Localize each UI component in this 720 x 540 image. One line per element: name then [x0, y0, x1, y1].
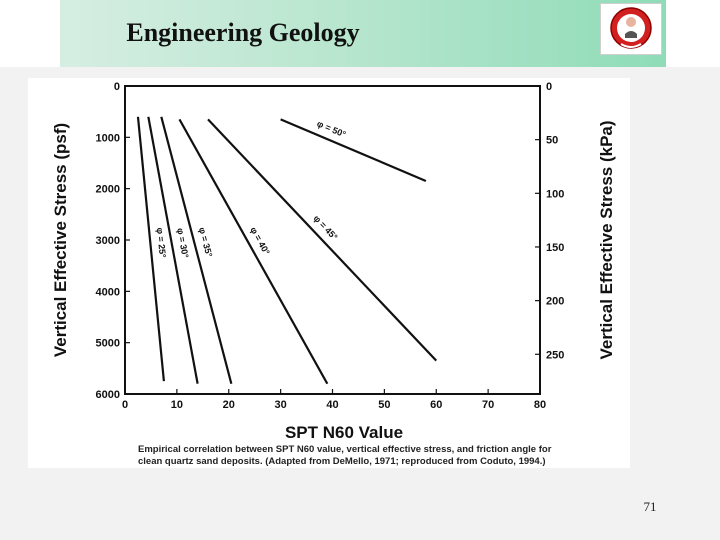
figure-caption-line2: clean quartz sand deposits. (Adapted fro… — [138, 456, 546, 467]
x-tick-label: 60 — [430, 399, 442, 411]
phi-line-2 — [147, 116, 199, 384]
y-axis-title-right: Vertical Effective Stress (kPa) — [597, 120, 616, 359]
x-tick-label: 50 — [378, 399, 390, 411]
phi-label-group: φ = 25° — [155, 227, 168, 259]
x-tick-label: 10 — [171, 399, 183, 411]
phi-label-group: φ = 40° — [248, 225, 272, 257]
x-tick-label: 20 — [223, 399, 235, 411]
x-tick-label: 80 — [534, 399, 546, 411]
y-right-tick-label: 200 — [546, 296, 564, 308]
y-axis-title-left: Vertical Effective Stress (psf) — [51, 123, 70, 357]
y-right-tick-label: 150 — [546, 242, 564, 254]
y-right-tick-label: 250 — [546, 349, 564, 361]
x-tick-label: 30 — [275, 399, 287, 411]
y-left-tick-label: 1000 — [96, 132, 120, 144]
friction-angle-chart: Vertical Effective Stress (psf) Vertical… — [51, 81, 616, 467]
phi-line-3 — [160, 116, 233, 385]
slide-header — [60, 0, 666, 67]
y-right-tick-label: 50 — [546, 135, 558, 147]
y-right-tick-label: 0 — [546, 81, 552, 93]
phi-label-5: φ = 45° — [312, 213, 340, 242]
university-seal-icon — [600, 3, 662, 55]
phi-line-4 — [178, 118, 329, 385]
phi-label-2: φ = 30° — [175, 227, 190, 259]
phi-label-group: φ = 45° — [312, 213, 340, 242]
figure-panel: Vertical Effective Stress (psf) Vertical… — [28, 78, 630, 468]
y-left-tick-label: 2000 — [96, 184, 120, 196]
slide-title: Engineering Geology — [126, 18, 360, 47]
x-axis-title: SPT N60 Value — [285, 423, 403, 442]
y-left-tick-label: 6000 — [96, 389, 120, 401]
y-left-tick-label: 4000 — [96, 286, 120, 298]
phi-label-group: φ = 35° — [197, 226, 214, 258]
y-left-tick-label: 5000 — [96, 338, 120, 350]
figure-caption-line1: Empirical correlation between SPT N60 va… — [138, 444, 552, 455]
y-left-tick-label: 0 — [114, 81, 120, 93]
x-tick-label: 0 — [122, 399, 128, 411]
x-tick-label: 70 — [482, 399, 494, 411]
phi-line-5 — [207, 118, 438, 362]
y-left-tick-label: 3000 — [96, 235, 120, 247]
phi-line-6 — [280, 118, 427, 182]
y-right-tick-label: 100 — [546, 188, 564, 200]
phi-line-1 — [136, 116, 166, 382]
phi-label-group: φ = 30° — [175, 227, 190, 259]
phi-label-1: φ = 25° — [155, 227, 168, 259]
phi-label-3: φ = 35° — [197, 226, 214, 258]
x-tick-label: 40 — [326, 399, 338, 411]
slide-number: 71 — [643, 499, 657, 514]
phi-label-4: φ = 40° — [248, 225, 272, 257]
